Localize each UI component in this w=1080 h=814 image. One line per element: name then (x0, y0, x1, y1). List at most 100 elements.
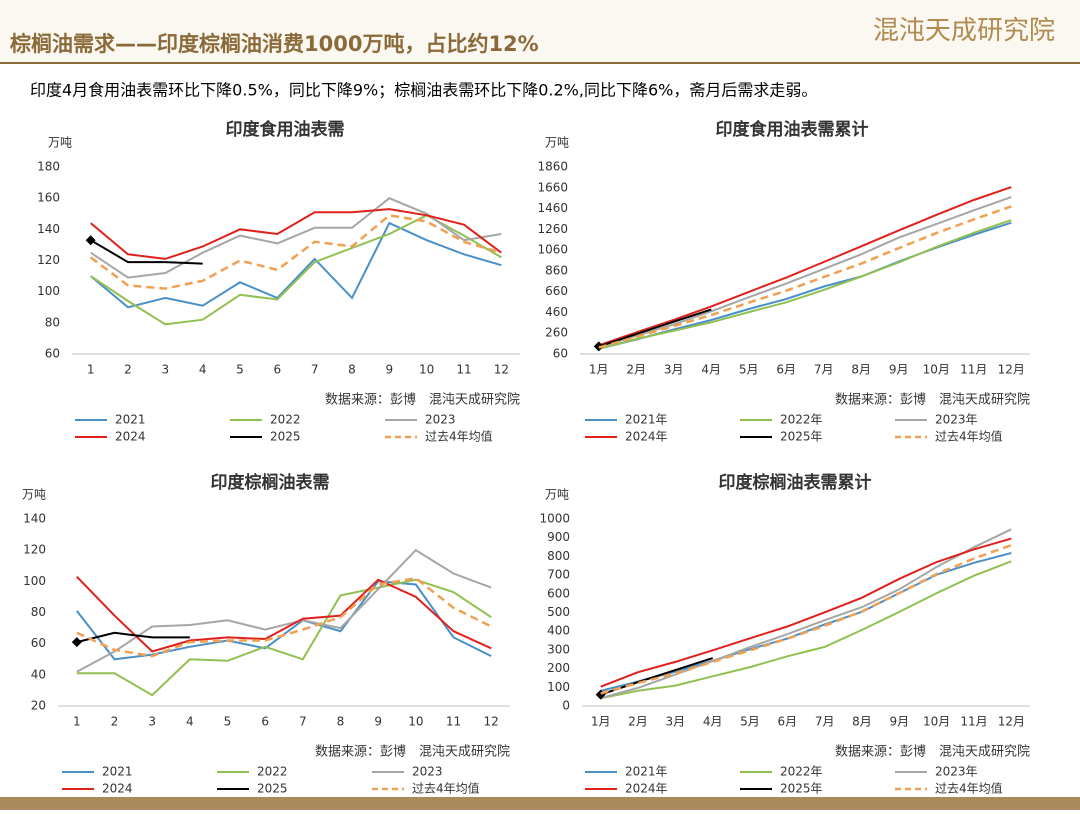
legend-label: 2024年 (625, 430, 668, 444)
source-note: 数据来源：彭博 混沌天成研究院 (835, 745, 1030, 760)
series-line (76, 548, 492, 673)
y-tick-label: 1460 (537, 201, 568, 215)
y-tick-label: 1260 (537, 222, 568, 236)
x-tick-label: 10月 (923, 363, 950, 377)
x-tick-label: 5 (236, 363, 244, 377)
series-line (76, 578, 492, 697)
legend-label: 2023年 (935, 413, 978, 427)
series-line (90, 221, 502, 309)
y-tick-label: 100 (37, 284, 60, 298)
y-tick-label: 500 (547, 605, 570, 619)
y-tick-label: 1060 (537, 243, 568, 257)
series-line (76, 631, 190, 644)
y-tick-label: 600 (547, 586, 570, 600)
header-band (0, 0, 1080, 64)
y-tick-label: 60 (31, 636, 46, 650)
x-tick-label: 4 (186, 715, 194, 729)
x-tick-label: 9月 (889, 363, 909, 377)
series-line (76, 580, 492, 661)
series-line (598, 219, 1012, 350)
y-tick-label: 1860 (537, 160, 568, 174)
x-tick-label: 2 (124, 363, 132, 377)
y-tick-label: 460 (545, 305, 568, 319)
y-tick-label: 140 (23, 512, 46, 526)
x-tick-label: 4月 (703, 715, 723, 729)
chart-title: 印度食用油表需累计 (716, 119, 869, 140)
x-tick-label: 3月 (664, 363, 684, 377)
legend-label: 2023年 (935, 765, 978, 779)
x-tick-label: 11 (456, 363, 471, 377)
chart-title: 印度食用油表需 (226, 119, 345, 140)
y-tick-label: 180 (37, 160, 60, 174)
x-tick-label: 1月 (589, 363, 609, 377)
chart-title: 印度棕榈油表需累计 (719, 472, 872, 493)
x-tick-label: 6月 (776, 363, 796, 377)
legend-label: 2023 (412, 765, 443, 779)
y-tick-label: 660 (545, 284, 568, 298)
x-tick-label: 8 (337, 715, 345, 729)
legend-label: 2024 (115, 430, 146, 444)
x-tick-label: 2 (111, 715, 119, 729)
series-marker (85, 235, 96, 246)
legend-label: 过去4年均值 (935, 429, 1003, 444)
y-tick-label: 20 (31, 699, 46, 713)
legend-label: 过去4年均值 (412, 781, 480, 796)
x-tick-label: 12月 (998, 715, 1025, 729)
legend-label: 2025 (270, 430, 301, 444)
y-axis-unit: 万吨 (545, 488, 569, 502)
source-note: 数据来源：彭博 混沌天成研究院 (325, 393, 520, 408)
y-tick-label: 80 (45, 315, 60, 329)
series-line (90, 208, 502, 260)
x-tick-label: 9 (386, 363, 394, 377)
legend-label: 2021 (115, 413, 146, 427)
x-tick-label: 8 (348, 363, 356, 377)
x-tick-label: 1月 (591, 715, 611, 729)
series-line (89, 213, 502, 290)
x-tick-label: 9月 (890, 715, 910, 729)
series-line (600, 528, 1012, 700)
slide-title: 棕榈油需求——印度棕榈油消费1000万吨，占比约12% (10, 32, 539, 56)
x-tick-label: 12月 (998, 363, 1025, 377)
y-tick-label: 140 (37, 222, 60, 236)
series-line (598, 186, 1012, 347)
footer-band (0, 797, 1080, 810)
legend-label: 过去4年均值 (935, 781, 1003, 796)
legend-label: 2023 (425, 413, 456, 427)
x-tick-label: 11月 (960, 363, 987, 377)
x-tick-label: 9 (374, 715, 382, 729)
legend-label: 2021年 (625, 413, 668, 427)
x-tick-label: 6 (274, 363, 282, 377)
legend-label: 2022年 (780, 413, 823, 427)
x-tick-label: 10 (408, 715, 423, 729)
x-tick-label: 7 (311, 363, 319, 377)
x-tick-label: 3 (162, 363, 170, 377)
series-line (90, 239, 203, 265)
source-note: 数据来源：彭博 混沌天成研究院 (835, 393, 1030, 408)
y-tick-label: 60 (45, 347, 60, 361)
y-tick-label: 1660 (537, 180, 568, 194)
series-marker (71, 637, 82, 648)
x-tick-label: 8月 (852, 715, 872, 729)
legend-label: 2024年 (625, 782, 668, 796)
x-tick-label: 5 (224, 715, 232, 729)
x-tick-label: 12 (484, 715, 499, 729)
series-line (76, 576, 492, 658)
y-tick-label: 400 (547, 624, 570, 638)
series-line (90, 197, 502, 279)
y-tick-label: 260 (545, 326, 568, 340)
x-tick-label: 6 (261, 715, 269, 729)
y-tick-label: 40 (31, 667, 46, 681)
y-tick-label: 120 (37, 253, 60, 267)
y-axis-unit: 万吨 (545, 136, 569, 150)
x-tick-label: 7 (299, 715, 307, 729)
series-line (600, 537, 1012, 688)
legend-label: 2022年 (780, 765, 823, 779)
y-tick-label: 800 (547, 549, 570, 563)
x-tick-label: 11月 (960, 715, 987, 729)
y-tick-label: 700 (547, 568, 570, 582)
x-tick-label: 8月 (851, 363, 871, 377)
x-tick-label: 1 (73, 715, 81, 729)
x-tick-label: 7月 (814, 363, 834, 377)
x-tick-label: 1 (87, 363, 95, 377)
legend-label: 2021 (102, 765, 133, 779)
